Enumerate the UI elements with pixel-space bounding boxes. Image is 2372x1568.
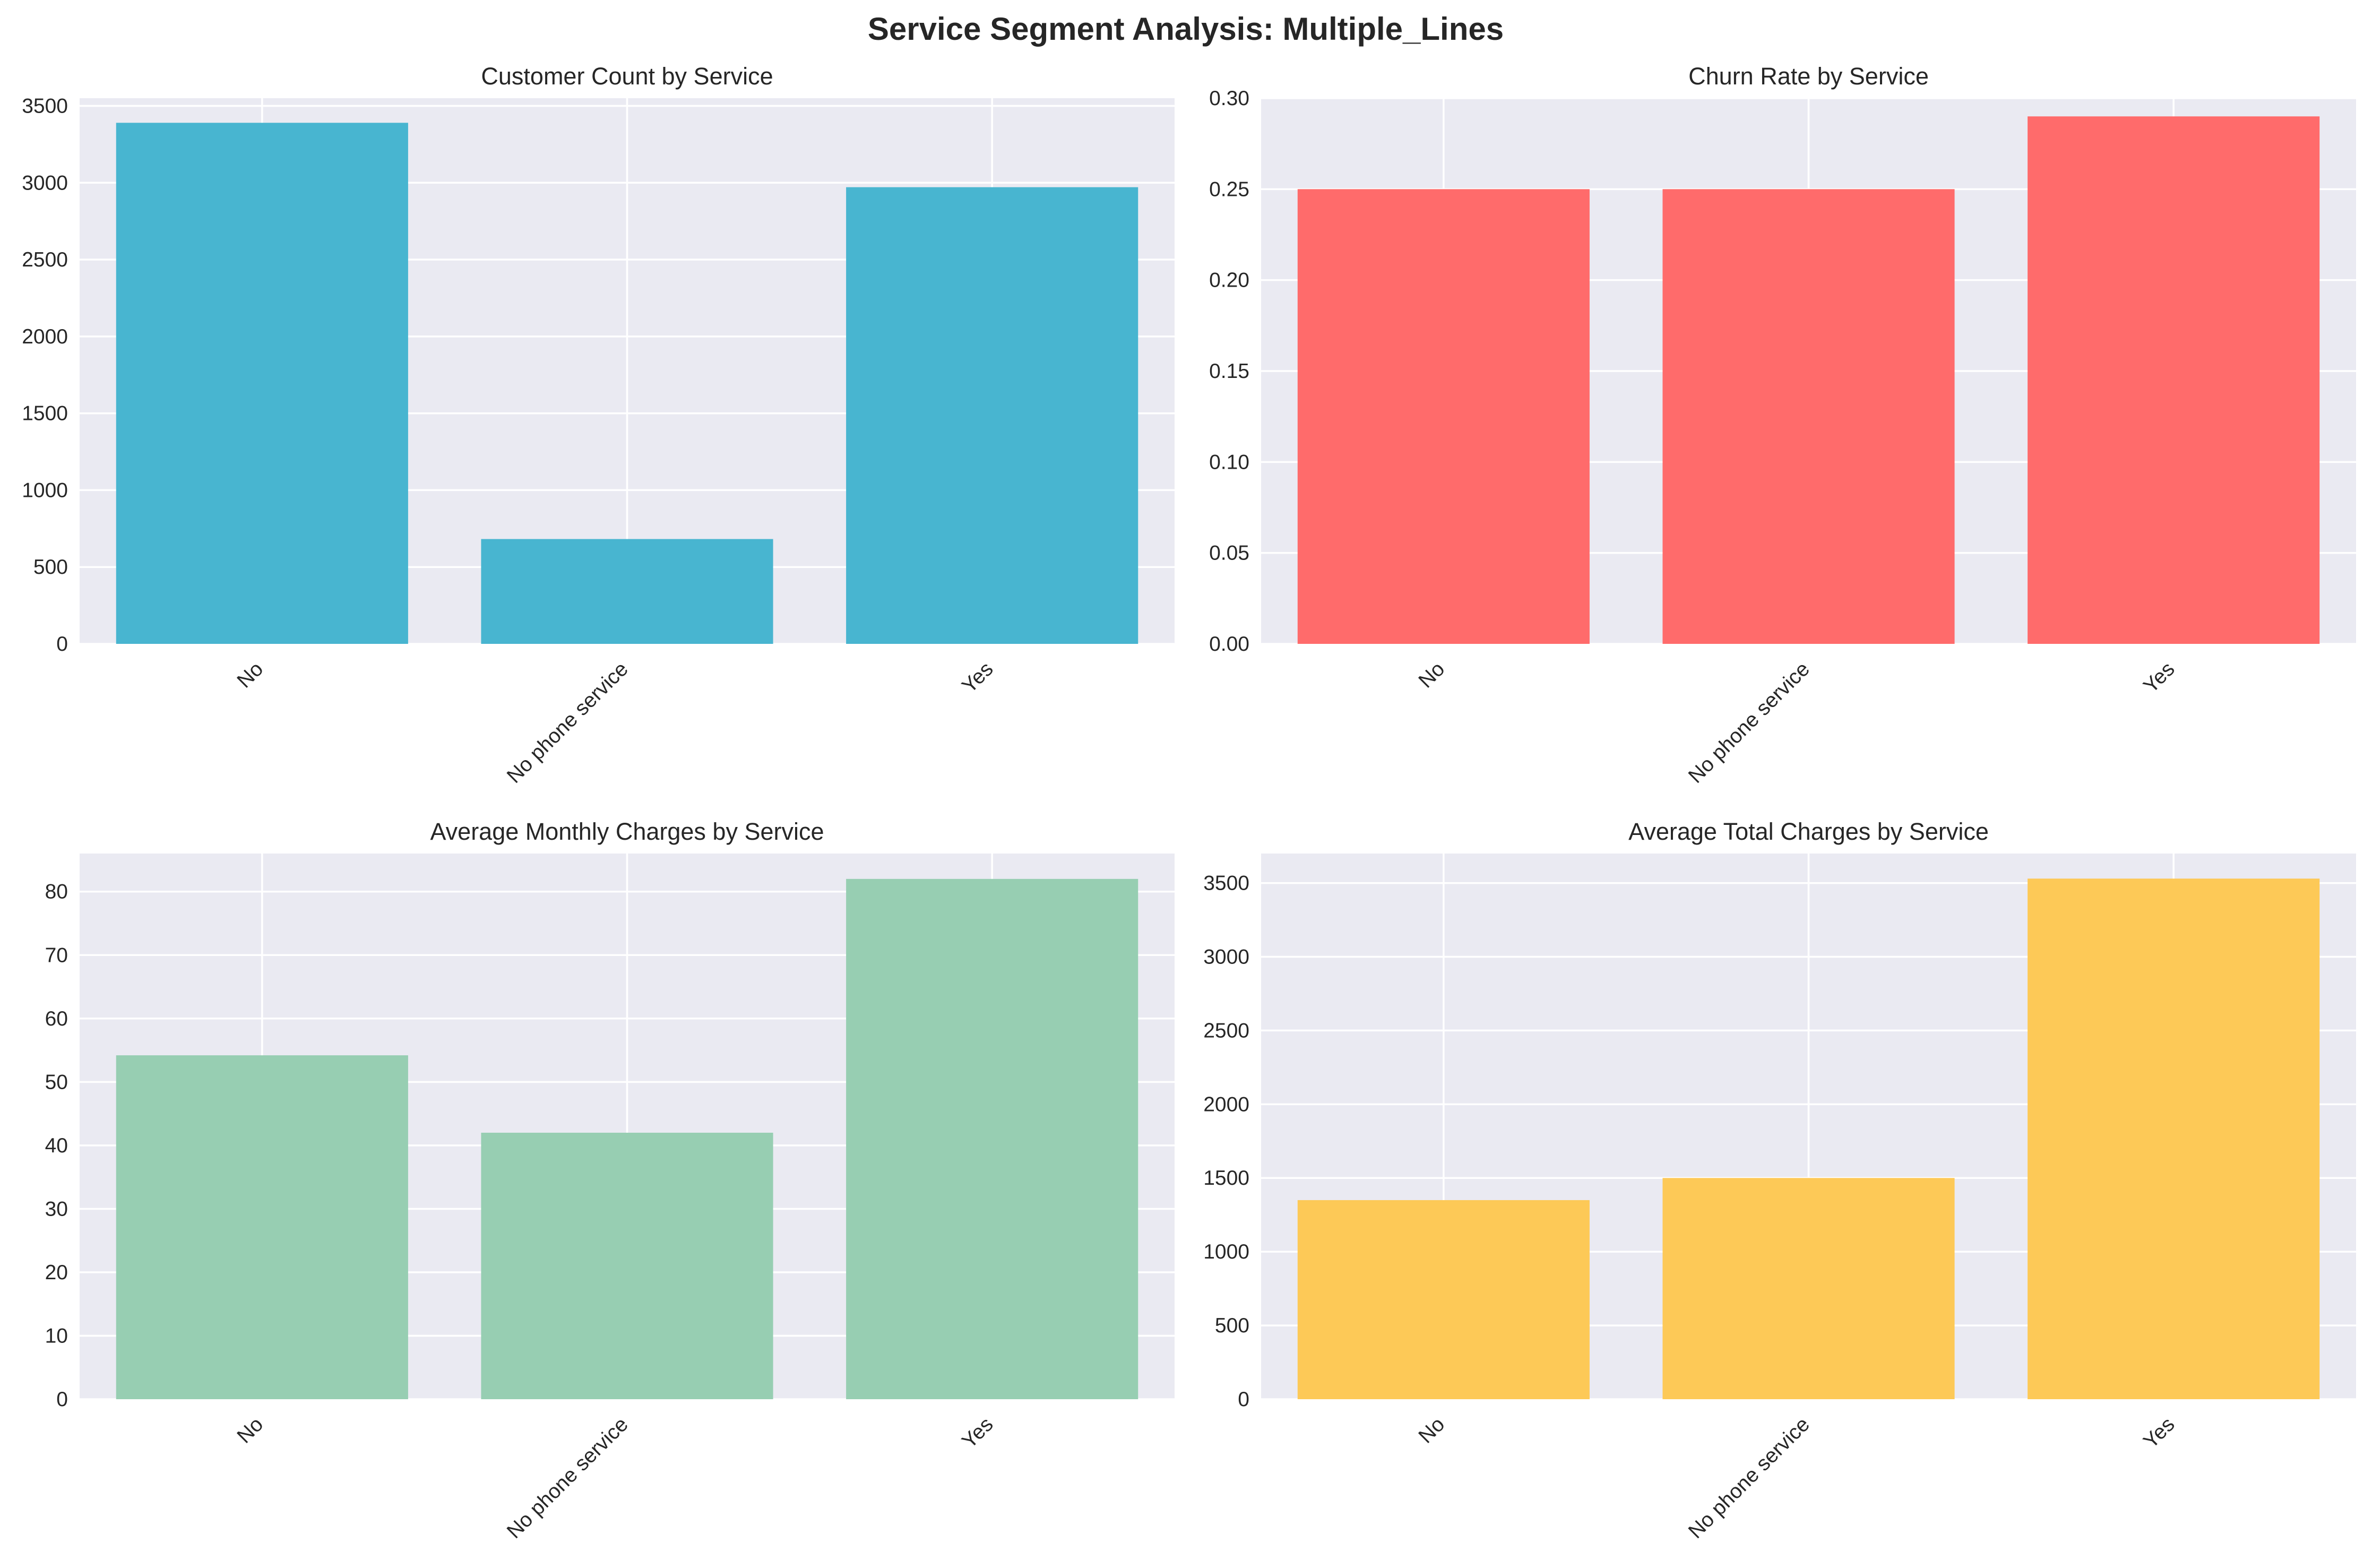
avg-monthly-charges-ytick-label-3: 30 <box>45 1197 68 1220</box>
avg-monthly-charges-ytick-label-5: 50 <box>45 1071 68 1093</box>
customer-count-ytick-label-1: 500 <box>33 556 68 579</box>
churn-rate-ytick-label-0: 0.00 <box>1209 633 1249 656</box>
avg-monthly-charges-panel: 0 10 20 30 40 50 60 70 80 No No phone service Yes Av… <box>45 818 1175 1543</box>
churn-rate-ytick-label-5: 0.25 <box>1209 178 1249 201</box>
avg-monthly-charges-ytick-label-7: 70 <box>45 944 68 967</box>
avg-total-charges-xtick-label-2: Yes <box>2139 1413 2179 1453</box>
avg-total-charges-ytick-label-5: 2500 <box>1203 1019 1249 1042</box>
customer-count-ytick-label-2: 1000 <box>22 479 68 502</box>
customer-count-ytick-label-7: 3500 <box>22 94 68 117</box>
customer-count-xtick-label-1: No phone service <box>503 658 633 788</box>
churn-rate-xtick-label-1: No phone service <box>1684 658 1814 788</box>
avg-monthly-charges-xtick-label-0: No <box>233 1413 268 1448</box>
avg-monthly-charges-bar-0 <box>116 1055 408 1399</box>
avg-monthly-charges-xtick-label-2: Yes <box>958 1413 997 1453</box>
avg-total-charges-bar-2 <box>2028 878 2320 1399</box>
avg-total-charges-ytick-label-0: 0 <box>1238 1388 1249 1411</box>
avg-total-charges-ytick-label-2: 1000 <box>1203 1240 1249 1263</box>
churn-rate-title: Churn Rate by Service <box>1688 63 1929 90</box>
avg-total-charges-bar-1 <box>1662 1178 1955 1399</box>
customer-count-ytick-label-4: 2000 <box>22 325 68 348</box>
avg-total-charges-panel: 0 500 1000 1500 2000 2500 3000 3500 No No phone s… <box>1203 818 2356 1543</box>
avg-monthly-charges-bar-1 <box>481 1132 773 1399</box>
churn-rate-xtick-label-2: Yes <box>2139 658 2179 697</box>
avg-monthly-charges-xtick-label-1: No phone service <box>503 1413 633 1543</box>
avg-monthly-charges-ytick-label-2: 20 <box>45 1261 68 1284</box>
customer-count-bar-0 <box>116 123 408 644</box>
customer-count-xtick-label-2: Yes <box>958 658 997 697</box>
avg-monthly-charges-ytick-label-6: 60 <box>45 1007 68 1030</box>
churn-rate-ytick-label-2: 0.10 <box>1209 451 1249 473</box>
churn-rate-ytick-label-3: 0.15 <box>1209 360 1249 383</box>
avg-monthly-charges-bar-2 <box>846 878 1138 1399</box>
churn-rate-bar-1 <box>1662 189 1955 644</box>
churn-rate-ytick-label-1: 0.05 <box>1209 542 1249 565</box>
customer-count-title: Customer Count by Service <box>481 63 773 90</box>
avg-monthly-charges-ytick-label-4: 40 <box>45 1134 68 1157</box>
churn-rate-panel: 0.00 0.05 0.10 0.15 0.20 0.25 0.30 No No phone s… <box>1209 63 2356 788</box>
churn-rate-bar-2 <box>2028 116 2320 644</box>
avg-monthly-charges-title: Average Monthly Charges by Service <box>430 818 824 845</box>
avg-monthly-charges-ytick-label-0: 0 <box>56 1388 68 1411</box>
churn-rate-ytick-label-4: 0.20 <box>1209 269 1249 292</box>
customer-count-bar-2 <box>846 187 1138 644</box>
avg-total-charges-ytick-label-1: 500 <box>1215 1314 1249 1337</box>
avg-monthly-charges-ytick-label-8: 80 <box>45 881 68 903</box>
avg-total-charges-ytick-label-6: 3000 <box>1203 945 1249 968</box>
customer-count-xtick-label-0: No <box>233 658 268 693</box>
avg-total-charges-xtick-label-0: No <box>1414 1413 1450 1448</box>
customer-count-bar-1 <box>481 539 773 644</box>
churn-rate-xtick-label-0: No <box>1414 658 1450 693</box>
avg-total-charges-ytick-label-3: 1500 <box>1203 1167 1249 1190</box>
churn-rate-ytick-label-6: 0.30 <box>1209 87 1249 110</box>
customer-count-ytick-label-6: 3000 <box>22 171 68 194</box>
avg-monthly-charges-ytick-label-1: 10 <box>45 1324 68 1347</box>
customer-count-ytick-label-3: 1500 <box>22 402 68 425</box>
avg-total-charges-ytick-label-4: 2000 <box>1203 1093 1249 1116</box>
customer-count-panel: 0 500 1000 1500 2000 2500 3000 3500 No No phone s… <box>22 63 1175 788</box>
churn-rate-bar-0 <box>1297 189 1590 644</box>
customer-count-ytick-label-0: 0 <box>56 633 68 656</box>
avg-total-charges-xtick-label-1: No phone service <box>1684 1413 1814 1543</box>
avg-total-charges-title: Average Total Charges by Service <box>1628 818 1989 845</box>
customer-count-ytick-label-5: 2500 <box>22 248 68 271</box>
figure-title: Service Segment Analysis: Multiple_Lines <box>868 11 1504 47</box>
avg-total-charges-ytick-label-7: 3500 <box>1203 872 1249 895</box>
avg-total-charges-bar-0 <box>1297 1200 1590 1399</box>
